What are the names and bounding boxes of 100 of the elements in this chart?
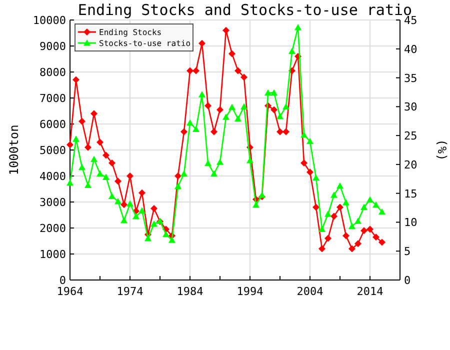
- point: [252, 201, 260, 208]
- point: [336, 204, 344, 211]
- point: [210, 128, 218, 136]
- point: [192, 67, 200, 74]
- point: [312, 174, 320, 181]
- point: [372, 201, 380, 208]
- point: [348, 245, 356, 252]
- point: [240, 103, 248, 110]
- point: [198, 40, 206, 47]
- x-tick-label: 2014: [356, 285, 384, 298]
- point: [180, 128, 188, 136]
- y-tick-label: 6000: [40, 118, 66, 131]
- point: [168, 236, 176, 243]
- point: [180, 170, 188, 176]
- point: [366, 226, 374, 233]
- point: [342, 232, 350, 240]
- point: [210, 170, 218, 176]
- point: [84, 144, 92, 151]
- point: [342, 199, 350, 206]
- y2-tick-label: 5: [404, 245, 411, 258]
- point: [120, 216, 128, 224]
- point: [306, 138, 314, 144]
- point: [90, 110, 98, 118]
- y2-tick-label: 20: [404, 158, 418, 172]
- point: [198, 91, 206, 98]
- y2-tick-label: 15: [404, 187, 418, 200]
- point: [282, 128, 290, 136]
- point: [144, 234, 152, 242]
- y-tick-label: 3000: [40, 196, 66, 209]
- point: [150, 205, 158, 212]
- point: [114, 198, 122, 204]
- point: [270, 89, 278, 96]
- legend-label: Stocks-to-use ratio: [99, 39, 191, 48]
- point: [192, 126, 200, 132]
- point: [72, 136, 80, 142]
- point: [318, 226, 326, 232]
- point: [330, 212, 338, 220]
- point: [264, 89, 272, 96]
- x-tick-label: 1964: [56, 285, 84, 298]
- y2-tick-label: 30: [404, 100, 418, 114]
- x-tick-label: 2004: [296, 285, 324, 298]
- point: [150, 220, 158, 227]
- x-tick-label: 1984: [176, 285, 204, 298]
- y2-axis-title: (%): [435, 139, 449, 161]
- point: [360, 204, 368, 210]
- y-tick-label: 7000: [40, 92, 66, 105]
- point: [276, 128, 284, 136]
- point: [204, 102, 212, 110]
- point: [204, 160, 212, 166]
- point: [114, 178, 122, 185]
- y-tick-label: 10000: [32, 14, 66, 27]
- point: [270, 106, 278, 114]
- point: [378, 208, 386, 215]
- point: [222, 114, 230, 120]
- point: [72, 76, 80, 84]
- point: [318, 245, 326, 252]
- point: [90, 156, 98, 162]
- point: [378, 238, 386, 246]
- y-tick-label: 2000: [40, 222, 66, 235]
- y2-tick-label: 25: [404, 130, 418, 143]
- point: [186, 119, 194, 126]
- y-tick-label: 0: [59, 274, 66, 287]
- point: [258, 192, 266, 198]
- point: [78, 164, 86, 170]
- y2-tick-label: 0: [404, 274, 411, 287]
- y-tick-label: 4000: [40, 170, 66, 183]
- point: [324, 234, 332, 242]
- point: [126, 200, 134, 207]
- point: [282, 103, 290, 110]
- point: [138, 189, 146, 196]
- point: [96, 138, 104, 146]
- point: [162, 230, 170, 238]
- point: [300, 160, 308, 166]
- point: [348, 222, 356, 230]
- legend-label: Ending Stocks: [99, 28, 162, 37]
- x-tick-label: 1974: [116, 285, 144, 298]
- point: [216, 158, 224, 165]
- point: [288, 48, 296, 54]
- point: [78, 118, 86, 125]
- point: [306, 168, 314, 176]
- point: [102, 152, 110, 159]
- x-tick-label: 1994: [236, 285, 264, 298]
- point: [222, 26, 230, 34]
- point: [360, 227, 368, 234]
- y-tick-label: 1000: [40, 248, 66, 261]
- point: [174, 182, 182, 190]
- point: [330, 192, 338, 198]
- point: [234, 67, 242, 74]
- point: [312, 204, 320, 211]
- point: [354, 240, 362, 248]
- point: [234, 115, 242, 122]
- point: [324, 210, 332, 217]
- point: [216, 106, 224, 114]
- point: [102, 174, 110, 180]
- y-axis-title: 1000ton: [7, 124, 21, 176]
- point: [84, 182, 92, 188]
- point: [294, 24, 302, 30]
- point: [108, 160, 116, 166]
- point: [174, 172, 182, 180]
- point: [228, 50, 236, 58]
